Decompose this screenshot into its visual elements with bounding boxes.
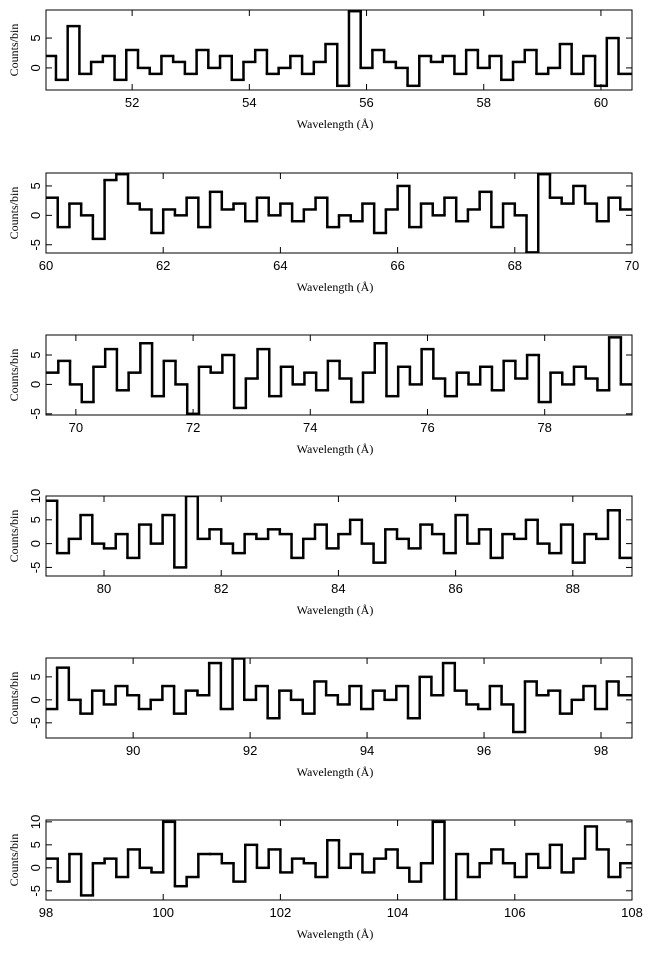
y-tick-label: 10 xyxy=(28,489,43,503)
plot-area xyxy=(46,173,632,253)
plot-area xyxy=(46,10,632,88)
x-tick-label: 66 xyxy=(390,258,404,273)
x-tick-label: 100 xyxy=(152,905,174,920)
panel: 80 82 84 86 88 -5 0 5 10 Wavelength (Å) Counts/bin xyxy=(7,489,633,617)
plot-area xyxy=(46,820,632,900)
x-tick-label: 60 xyxy=(594,95,608,110)
y-tick-label: 5 xyxy=(28,351,43,358)
x-axis-label: Wavelength (Å) xyxy=(297,117,374,131)
frame xyxy=(45,172,633,254)
x-tick-label: 82 xyxy=(214,581,228,596)
panel: 98 100 102 104 106 108 -5 0 5 10 Wavelength (Å) Cou… xyxy=(7,815,643,941)
x-tick-label: 58 xyxy=(477,95,491,110)
y-tick-label: 0 xyxy=(28,696,43,703)
y-tick-label: 0 xyxy=(28,64,43,71)
x-tick-label: 92 xyxy=(243,743,257,758)
x-tick-label: 70 xyxy=(625,258,639,273)
x-tick-label: 72 xyxy=(186,420,200,435)
y-tick-label: 5 xyxy=(28,516,43,523)
y-tick-label: 0 xyxy=(28,540,43,547)
x-axis-label: Wavelength (Å) xyxy=(297,765,374,779)
x-tick-label: 98 xyxy=(39,905,53,920)
plot-area xyxy=(46,336,632,415)
x-tick-label: 56 xyxy=(359,95,373,110)
y-tick-label: -5 xyxy=(28,717,43,729)
plot-area xyxy=(46,496,632,569)
x-tick-label: 52 xyxy=(125,95,139,110)
x-tick-label: 70 xyxy=(69,420,83,435)
x-tick-label: 76 xyxy=(420,420,434,435)
x-axis-label: Wavelength (Å) xyxy=(297,442,374,456)
x-tick-label: 108 xyxy=(621,905,643,920)
x-tick-label: 104 xyxy=(387,905,409,920)
y-tick-label: 0 xyxy=(28,212,43,219)
x-tick-label: 106 xyxy=(504,905,526,920)
frame xyxy=(45,9,633,91)
y-tick-label: 0 xyxy=(28,864,43,871)
x-tick-label: 90 xyxy=(126,743,140,758)
frame xyxy=(45,657,633,739)
y-axis-label: Counts/bin xyxy=(7,510,21,563)
x-axis-label: Wavelength (Å) xyxy=(297,280,374,294)
x-tick-label: 80 xyxy=(97,581,111,596)
x-tick-label: 54 xyxy=(242,95,256,110)
x-tick-label: 88 xyxy=(566,581,580,596)
x-tick-label: 96 xyxy=(477,743,491,758)
x-tick-label: 74 xyxy=(303,420,317,435)
y-axis-label: Counts/bin xyxy=(7,672,21,725)
x-tick-label: 102 xyxy=(270,905,292,920)
y-tick-label: 5 xyxy=(28,841,43,848)
x-tick-label: 64 xyxy=(273,258,287,273)
panel: 60 62 64 66 68 70 -5 0 5 Wavelength (Å) Counts/bin xyxy=(7,172,639,294)
y-tick-label: 5 xyxy=(28,34,43,41)
y-tick-label: -5 xyxy=(28,562,43,574)
x-tick-label: 78 xyxy=(537,420,551,435)
plot-area xyxy=(46,658,632,734)
x-tick-label: 84 xyxy=(331,581,345,596)
x-tick-label: 60 xyxy=(39,258,53,273)
x-axis-label: Wavelength (Å) xyxy=(297,603,374,617)
panel: 52 54 56 58 60 0 5 Wavelength (Å) Counts/bin xyxy=(7,9,633,131)
y-tick-label: 0 xyxy=(28,381,43,388)
x-tick-label: 94 xyxy=(360,743,374,758)
x-tick-label: 62 xyxy=(156,258,170,273)
panel: 70 72 74 76 78 -5 0 5 Wavelength (Å) Counts/bin xyxy=(7,334,633,456)
y-axis-label: Counts/bin xyxy=(7,834,21,887)
frame xyxy=(45,334,633,416)
frame xyxy=(45,819,633,901)
y-axis-label: Counts/bin xyxy=(7,349,21,402)
y-tick-label: 5 xyxy=(28,673,43,680)
y-axis-label: Counts/bin xyxy=(7,187,21,240)
x-axis-label: Wavelength (Å) xyxy=(297,927,374,941)
x-tick-label: 98 xyxy=(594,743,608,758)
x-tick-label: 86 xyxy=(448,581,462,596)
y-tick-label: -5 xyxy=(28,885,43,897)
y-axis-label: Counts/bin xyxy=(7,24,21,77)
y-tick-label: 10 xyxy=(28,815,43,829)
x-tick-label: 68 xyxy=(508,258,522,273)
y-tick-label: -5 xyxy=(28,408,43,420)
panel: 90 92 94 96 98 -5 0 5 Wavelength (Å) Counts/bin xyxy=(7,657,633,779)
y-tick-label: 5 xyxy=(28,182,43,189)
frame xyxy=(45,495,633,577)
y-tick-label: -5 xyxy=(28,239,43,251)
